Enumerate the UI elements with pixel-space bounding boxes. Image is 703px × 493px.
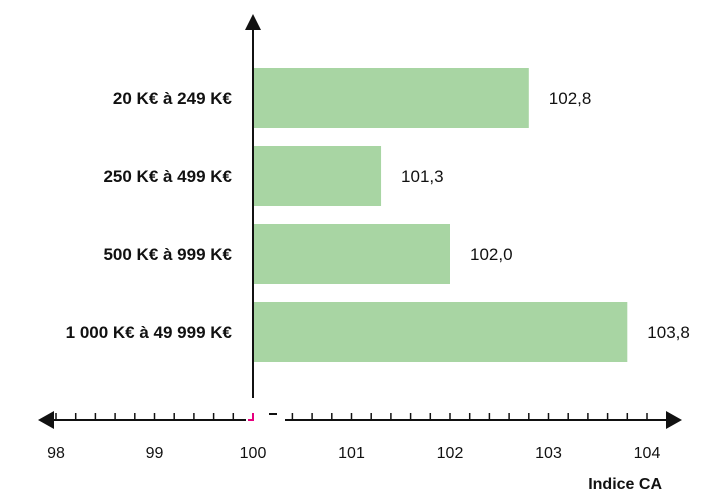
category-label: 250 K€ à 499 K€: [103, 167, 232, 186]
axes: 98 99 100 101 102 103 104: [38, 14, 682, 462]
data-label: 102,0: [470, 245, 513, 264]
data-label: 103,8: [647, 323, 690, 342]
x-tick-label: 102: [437, 445, 464, 462]
category-label: 1 000 K€ à 49 999 K€: [66, 323, 233, 342]
data-labels: 102,8 101,3 102,0 103,8: [401, 89, 690, 342]
bars: [253, 68, 628, 362]
x-tick-label: 103: [535, 445, 562, 462]
bar: [253, 68, 529, 128]
x-axis-arrow-left: [38, 411, 54, 429]
baseline-marker: [248, 413, 254, 421]
x-tick-label: 104: [634, 445, 661, 462]
x-tick-label: 98: [47, 445, 65, 462]
category-labels: 20 K€ à 249 K€ 250 K€ à 499 K€ 500 K€ à 99…: [66, 89, 233, 342]
x-axis-arrow-right: [666, 411, 682, 429]
x-axis-title: Indice CA: [588, 476, 662, 493]
bar: [253, 302, 628, 362]
category-label: 500 K€ à 999 K€: [103, 245, 232, 264]
data-label: 101,3: [401, 167, 444, 186]
x-tick-label: 99: [146, 445, 164, 462]
bar: [253, 224, 450, 284]
category-label: 20 K€ à 249 K€: [113, 89, 233, 108]
x-tick-label: 100: [240, 445, 267, 462]
y-axis-arrow: [245, 14, 261, 30]
x-tick-label: 101: [338, 445, 365, 462]
data-label: 102,8: [549, 89, 592, 108]
bar: [253, 146, 382, 206]
